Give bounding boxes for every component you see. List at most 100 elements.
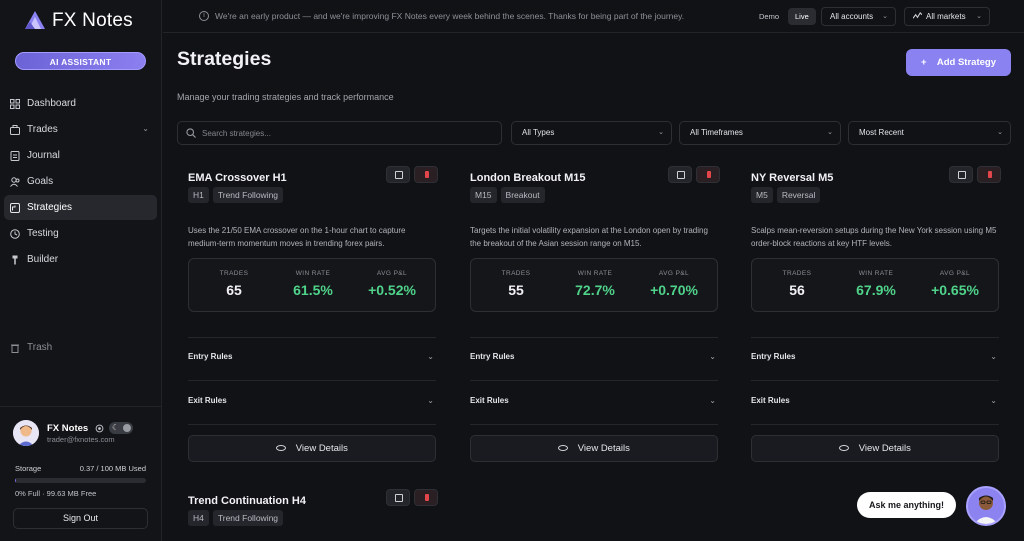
sidebar-item-dashboard[interactable]: Dashboard [4, 91, 157, 116]
ai-assistant-button[interactable]: AI ASSISTANT [15, 52, 146, 70]
sidebar-item-label: Strategies [27, 202, 73, 213]
chevron-down-icon: ⌄ [976, 13, 982, 20]
chat-assistant-avatar[interactable] [966, 486, 1006, 526]
avatar[interactable] [13, 420, 39, 446]
stat-label: TRADES [782, 270, 812, 277]
strategy-title: NY Reversal M5 [751, 172, 834, 184]
storage-progress-fill [15, 478, 16, 483]
delete-button[interactable] [414, 166, 438, 183]
storage-row: Storage 0.37 / 100 MB Used [15, 464, 146, 473]
chart-line-icon [913, 12, 922, 19]
stat-value: 61.5% [293, 282, 333, 298]
stat-label: WIN RATE [858, 270, 894, 277]
grid-icon [10, 98, 20, 109]
stat-value: 72.7% [575, 282, 615, 298]
edit-button[interactable] [386, 166, 410, 183]
sidebar: FX Notes AI ASSISTANT Dashboard Trades ⌄… [0, 0, 162, 541]
divider [751, 380, 999, 381]
view-details-button[interactable]: View Details [751, 435, 999, 462]
search-placeholder: Search strategies... [202, 129, 271, 138]
divider [470, 380, 718, 381]
sidebar-item-label: Goals [27, 176, 54, 187]
exit-rules-toggle[interactable]: Exit Rules ⌄ [470, 396, 718, 405]
divider [188, 424, 436, 425]
logo[interactable]: FX Notes [24, 10, 133, 32]
exit-rules-toggle[interactable]: Exit Rules ⌄ [188, 396, 436, 405]
entry-rules-toggle[interactable]: Entry Rules ⌄ [470, 352, 718, 361]
sidebar-item-trash[interactable]: Trash [10, 342, 52, 353]
sidebar-item-trades[interactable]: Trades ⌄ [4, 117, 157, 142]
view-details-button[interactable]: View Details [188, 435, 436, 462]
user-email: trader@fxnotes.com [47, 435, 115, 444]
edit-button[interactable] [668, 166, 692, 183]
chat-prompt-bubble[interactable]: Ask me anything! [857, 492, 956, 518]
delete-button[interactable] [977, 166, 1001, 183]
type-filter-select[interactable]: All Types ⌄ [511, 121, 672, 145]
view-details-label: View Details [295, 443, 348, 454]
sidebar-item-strategies[interactable]: Strategies [4, 195, 157, 220]
chevron-down-icon: ⌄ [827, 129, 833, 136]
logo-icon [25, 11, 45, 29]
markets-select[interactable]: All markets ⌄ [904, 7, 990, 26]
chevron-down-icon: ⌄ [990, 396, 997, 405]
user-name: FX Notes [47, 423, 89, 434]
page-subtitle: Manage your trading strategies and track… [177, 92, 394, 102]
briefcase-icon [10, 124, 20, 135]
strategy-title: London Breakout M15 [470, 172, 586, 184]
timeframe-filter-select[interactable]: All Timeframes ⌄ [679, 121, 841, 145]
type-filter-value: All Types [522, 128, 555, 137]
stat-win-rate: WIN RATE 72.7% [554, 259, 636, 298]
entry-rules-label: Entry Rules [188, 352, 233, 361]
stat-value: 56 [789, 282, 805, 298]
storage-summary: 0% Full · 99.63 MB Free [15, 489, 97, 498]
sidebar-divider [0, 406, 162, 407]
sidebar-item-label: Builder [27, 254, 59, 265]
chevron-down-icon: ⌄ [997, 129, 1003, 136]
users-icon [10, 176, 20, 187]
banner-text: We're an early product — and we're impro… [215, 11, 685, 21]
entry-rules-toggle[interactable]: Entry Rules ⌄ [751, 352, 999, 361]
user-profile[interactable]: FX Notes trader@fxnotes.com ☾ [13, 420, 153, 448]
card-actions [949, 166, 1001, 183]
chevron-down-icon: ⌄ [427, 352, 434, 361]
mode-live-button[interactable]: Live [788, 8, 816, 25]
storage-progress-bar [15, 478, 146, 483]
strategy-tags: H1 Trend Following [188, 187, 284, 203]
stat-label: WIN RATE [577, 270, 613, 277]
edit-button[interactable] [386, 489, 410, 506]
stat-value: 55 [508, 282, 524, 298]
add-strategy-button[interactable]: + Add Strategy [906, 49, 1011, 76]
exit-rules-label: Exit Rules [470, 396, 509, 405]
stat-label: AVG P&L [376, 270, 408, 277]
theme-toggle[interactable]: ☾ [109, 422, 133, 434]
storage-label: Storage [15, 464, 42, 473]
delete-button[interactable] [414, 489, 438, 506]
info-icon: i [199, 11, 209, 21]
add-strategy-label: Add Strategy [936, 57, 996, 68]
sidebar-item-builder[interactable]: Builder [4, 247, 157, 272]
sort-select[interactable]: Most Recent ⌄ [848, 121, 1011, 145]
sidebar-item-goals[interactable]: Goals [4, 169, 157, 194]
entry-rules-toggle[interactable]: Entry Rules ⌄ [188, 352, 436, 361]
stat-trades: TRADES 56 [756, 259, 838, 298]
mode-demo-button[interactable]: Demo [759, 12, 780, 21]
chevron-down-icon[interactable]: ⌄ [142, 124, 149, 133]
exit-rules-toggle[interactable]: Exit Rules ⌄ [751, 396, 999, 405]
accounts-select[interactable]: All accounts ⌄ [821, 7, 896, 26]
search-input[interactable]: Search strategies... [177, 121, 502, 145]
stat-trades: TRADES 65 [193, 259, 275, 298]
exit-rules-label: Exit Rules [751, 396, 790, 405]
edit-button[interactable] [949, 166, 973, 183]
sign-out-button[interactable]: Sign Out [13, 508, 148, 529]
stat-win-rate: WIN RATE 67.9% [835, 259, 917, 298]
sidebar-item-journal[interactable]: Journal [4, 143, 157, 168]
stat-avg-pnl: AVG P&L +0.52% [351, 259, 433, 298]
view-details-button[interactable]: View Details [470, 435, 718, 462]
delete-button[interactable] [696, 166, 720, 183]
sidebar-item-label: Dashboard [27, 98, 76, 109]
strategy-description: Scalps mean-reversion setups during the … [751, 226, 997, 248]
sidebar-item-testing[interactable]: Testing [4, 221, 157, 246]
stat-value: +0.65% [931, 282, 979, 298]
chevron-down-icon: ⌄ [427, 396, 434, 405]
settings-icon[interactable] [95, 424, 104, 433]
